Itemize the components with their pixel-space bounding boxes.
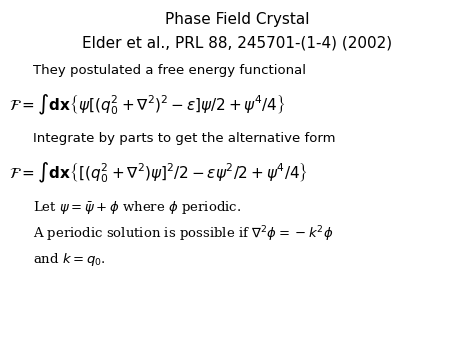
Text: They postulated a free energy functional: They postulated a free energy functional bbox=[33, 64, 306, 77]
Text: A periodic solution is possible if $\nabla^2\phi = -k^2\phi$: A periodic solution is possible if $\nab… bbox=[33, 224, 334, 244]
Text: Elder et al., PRL 88, 245701-(1-4) (2002): Elder et al., PRL 88, 245701-(1-4) (2002… bbox=[82, 36, 392, 51]
Text: $\mathcal{F} = \int \mathbf{dx} \left\{\psi[(q_0^2 + \nabla^2)^2 - \epsilon]\psi: $\mathcal{F} = \int \mathbf{dx} \left\{\… bbox=[9, 93, 286, 117]
Text: Let $\psi = \bar{\psi} + \phi$ where $\phi$ periodic.: Let $\psi = \bar{\psi} + \phi$ where $\p… bbox=[33, 199, 241, 216]
Text: Phase Field Crystal: Phase Field Crystal bbox=[165, 12, 309, 27]
Text: $\mathcal{F} = \int \mathbf{dx} \left\{[(q_0^2 + \nabla^2)\psi]^2/2 - \epsilon\p: $\mathcal{F} = \int \mathbf{dx} \left\{[… bbox=[9, 161, 309, 185]
Text: Integrate by parts to get the alternative form: Integrate by parts to get the alternativ… bbox=[33, 132, 336, 145]
Text: and $k = q_0$.: and $k = q_0$. bbox=[33, 251, 106, 268]
